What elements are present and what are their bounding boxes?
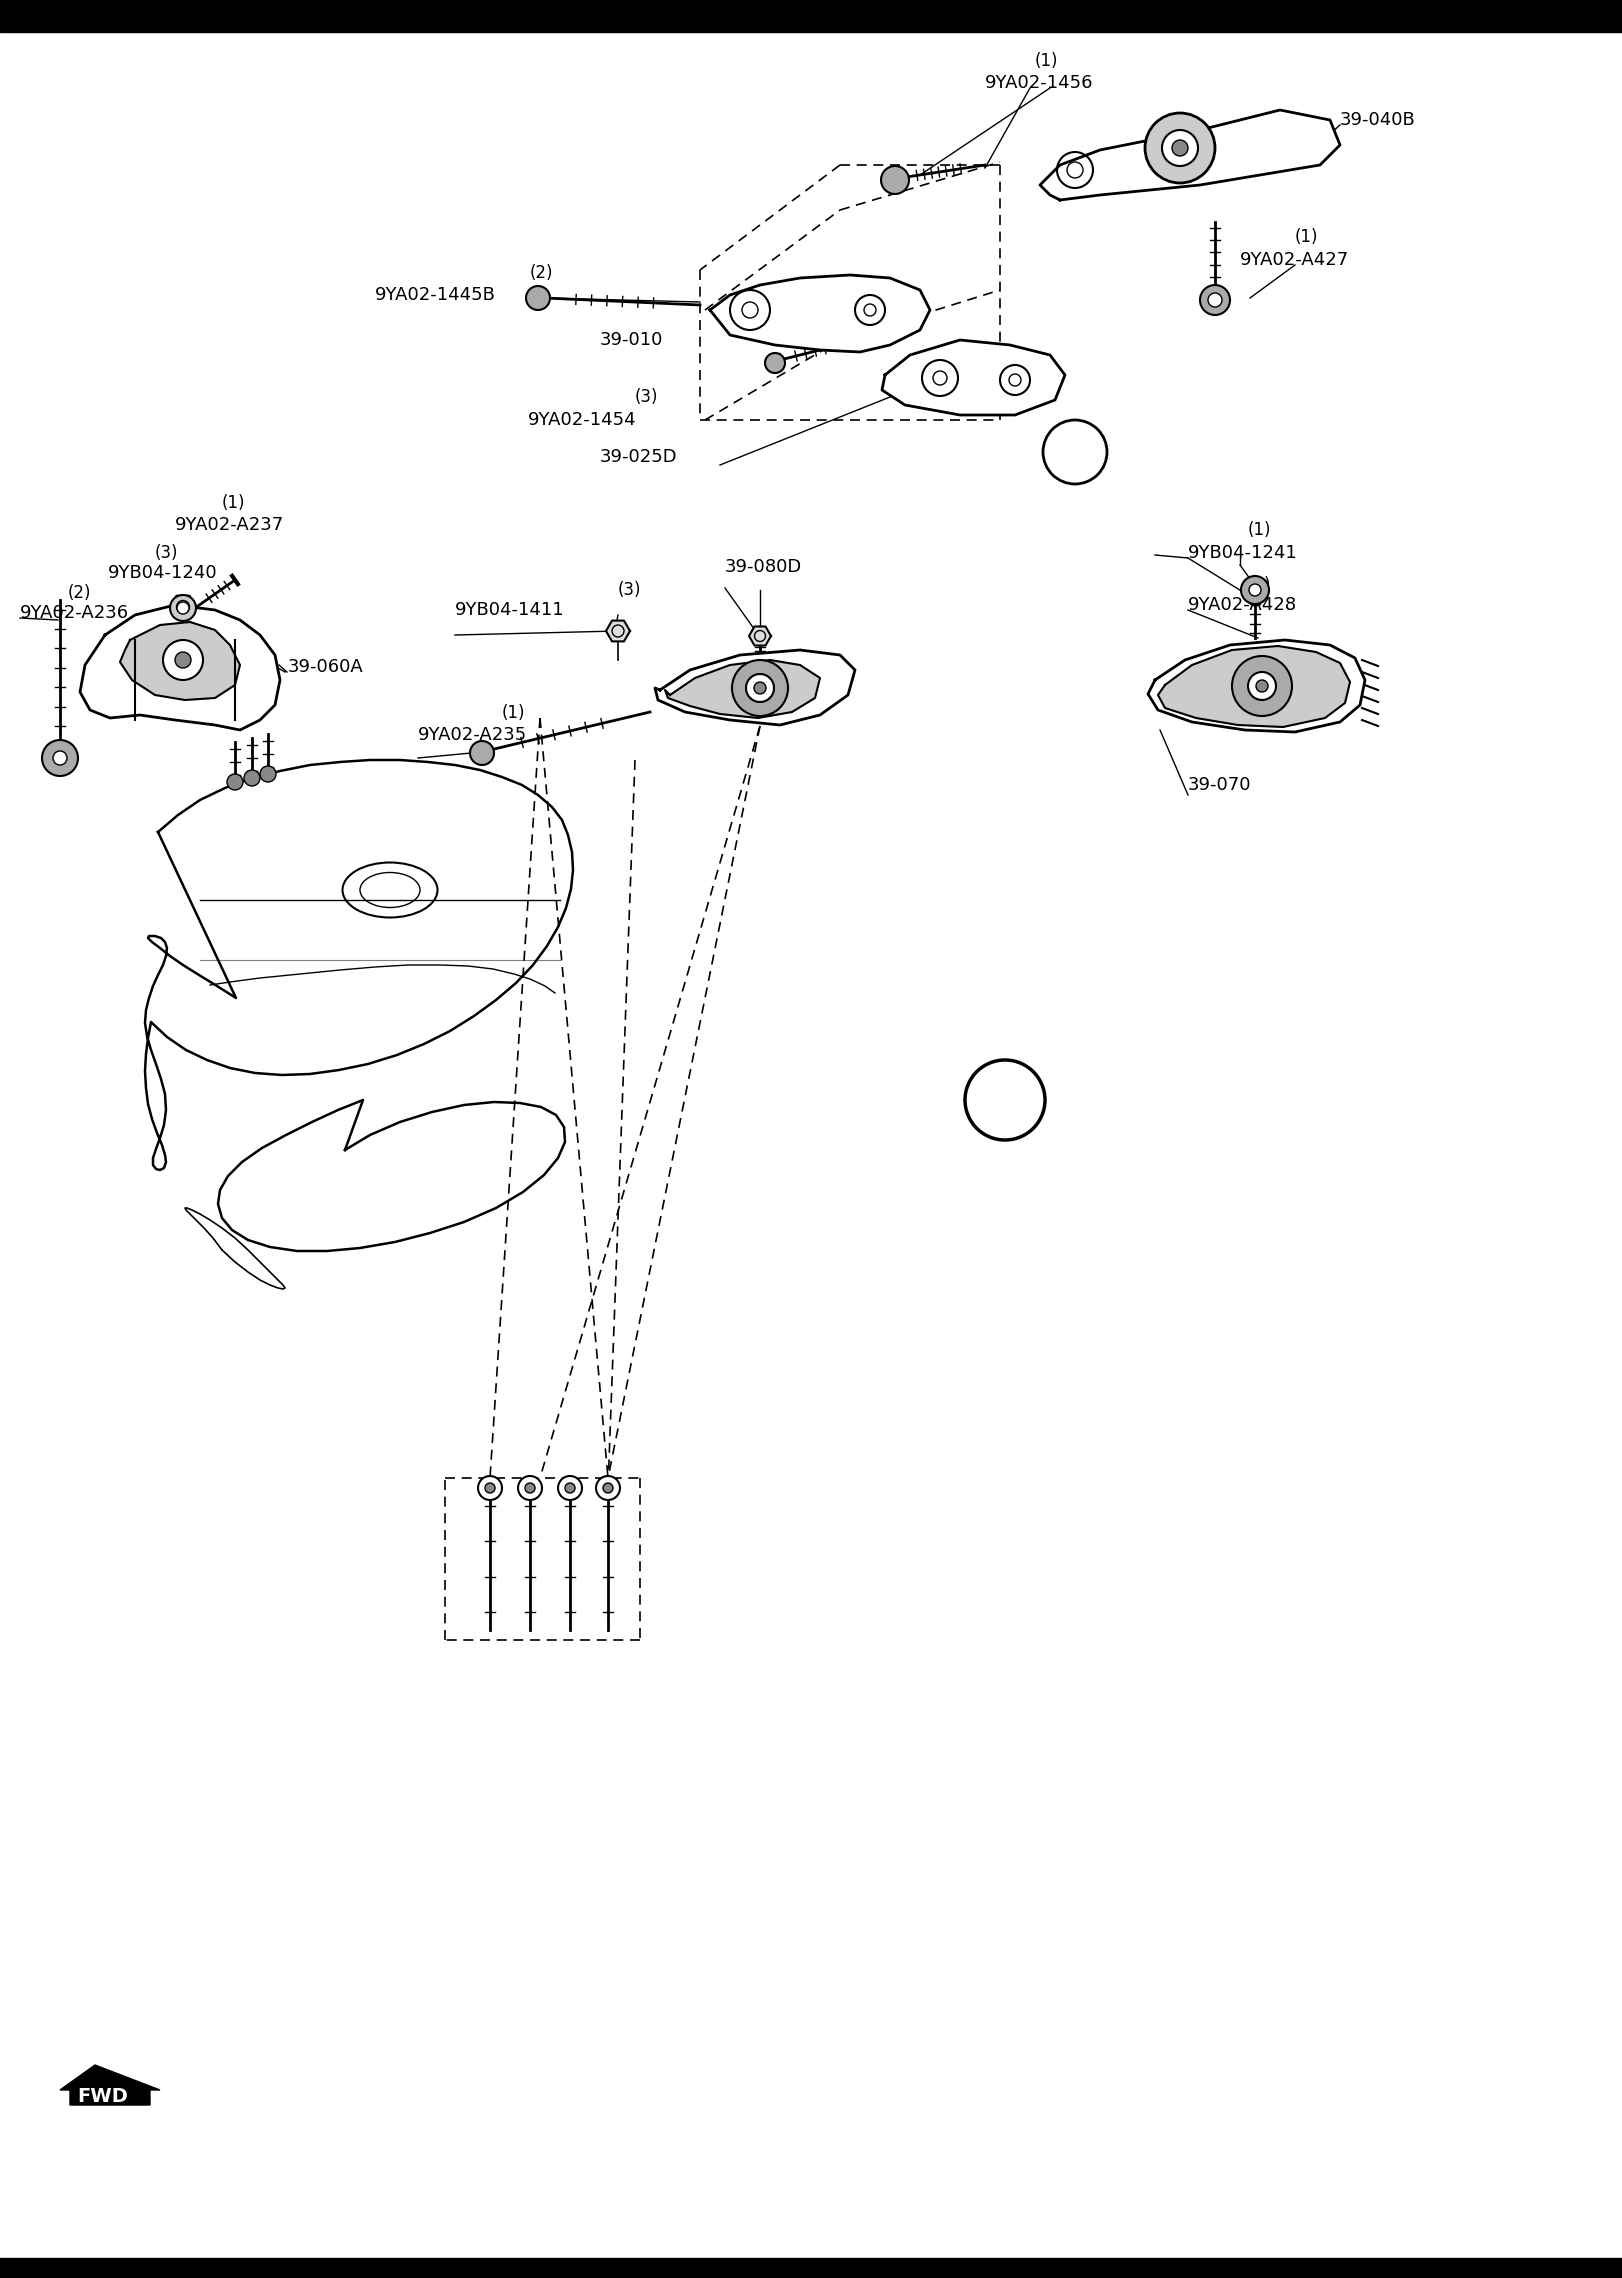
Text: (3): (3) [618, 581, 641, 599]
Circle shape [1161, 130, 1199, 166]
Circle shape [1233, 656, 1293, 715]
Polygon shape [1158, 647, 1350, 727]
Circle shape [478, 1476, 501, 1499]
Polygon shape [170, 597, 196, 617]
Circle shape [1200, 285, 1229, 314]
Circle shape [1255, 681, 1268, 693]
Circle shape [1249, 583, 1260, 597]
Polygon shape [710, 276, 929, 353]
Text: (1): (1) [1247, 522, 1272, 540]
Polygon shape [217, 1100, 564, 1251]
Polygon shape [1040, 109, 1340, 200]
Circle shape [162, 640, 203, 681]
Circle shape [54, 752, 67, 765]
Polygon shape [79, 606, 281, 729]
Circle shape [1241, 576, 1268, 604]
Circle shape [881, 166, 908, 194]
Polygon shape [655, 649, 855, 724]
Circle shape [766, 353, 785, 374]
Polygon shape [1148, 640, 1366, 731]
Circle shape [754, 681, 766, 695]
Text: (1): (1) [222, 494, 245, 513]
Circle shape [746, 674, 774, 702]
Text: 9YB04-1240: 9YB04-1240 [109, 565, 217, 581]
Text: (2): (2) [68, 583, 91, 601]
Circle shape [595, 1476, 620, 1499]
Text: 39-010: 39-010 [600, 330, 663, 349]
Text: 9YA02-A237: 9YA02-A237 [175, 517, 284, 533]
Circle shape [42, 740, 78, 777]
Circle shape [1208, 294, 1221, 308]
Circle shape [564, 1483, 576, 1492]
Text: 9YB04-1241: 9YB04-1241 [1187, 544, 1298, 563]
Text: (3): (3) [634, 387, 659, 405]
Text: 39-060A: 39-060A [289, 658, 363, 677]
Circle shape [177, 601, 190, 615]
Text: 39-040B: 39-040B [1340, 112, 1416, 130]
Polygon shape [144, 761, 573, 1171]
Circle shape [603, 1483, 613, 1492]
Text: Z: Z [994, 1087, 1015, 1114]
Text: 39-070: 39-070 [1187, 777, 1252, 795]
Text: 39-025D: 39-025D [600, 449, 678, 467]
Text: 39-080D: 39-080D [725, 558, 803, 576]
Text: 9YA02-A428: 9YA02-A428 [1187, 597, 1298, 615]
Polygon shape [607, 620, 629, 642]
Text: (1): (1) [1035, 52, 1059, 71]
Circle shape [1247, 672, 1277, 699]
Text: (2): (2) [530, 264, 553, 282]
Text: (1): (1) [501, 704, 526, 722]
Text: 9YA02-1445B: 9YA02-1445B [375, 287, 496, 303]
Circle shape [1145, 114, 1215, 182]
Circle shape [1173, 139, 1187, 155]
Circle shape [485, 1483, 495, 1492]
Polygon shape [665, 661, 821, 718]
Circle shape [170, 595, 196, 622]
Text: Z: Z [1066, 440, 1083, 465]
Text: 9YA02-A236: 9YA02-A236 [19, 604, 130, 622]
Text: 9YB04-1411: 9YB04-1411 [456, 601, 564, 620]
Circle shape [260, 765, 276, 781]
Circle shape [227, 775, 243, 790]
Polygon shape [749, 626, 770, 645]
Circle shape [470, 740, 495, 765]
Polygon shape [882, 339, 1066, 415]
Text: 9YA02-A235: 9YA02-A235 [418, 727, 527, 745]
Circle shape [243, 770, 260, 786]
Circle shape [1043, 419, 1106, 483]
Text: 9YA02-1454: 9YA02-1454 [529, 410, 636, 428]
Text: 9YA02-1456: 9YA02-1456 [985, 73, 1093, 91]
Circle shape [526, 1483, 535, 1492]
Polygon shape [60, 2064, 161, 2105]
Text: (3): (3) [156, 544, 178, 563]
Circle shape [526, 287, 550, 310]
Circle shape [175, 652, 191, 667]
Text: (2): (2) [1247, 576, 1272, 595]
Circle shape [517, 1476, 542, 1499]
Circle shape [965, 1059, 1045, 1139]
Text: FWD: FWD [78, 2087, 128, 2107]
Text: (1): (1) [1294, 228, 1319, 246]
Circle shape [558, 1476, 582, 1499]
Text: 9YA02-A427: 9YA02-A427 [1239, 251, 1350, 269]
Polygon shape [120, 622, 240, 699]
Circle shape [732, 661, 788, 715]
